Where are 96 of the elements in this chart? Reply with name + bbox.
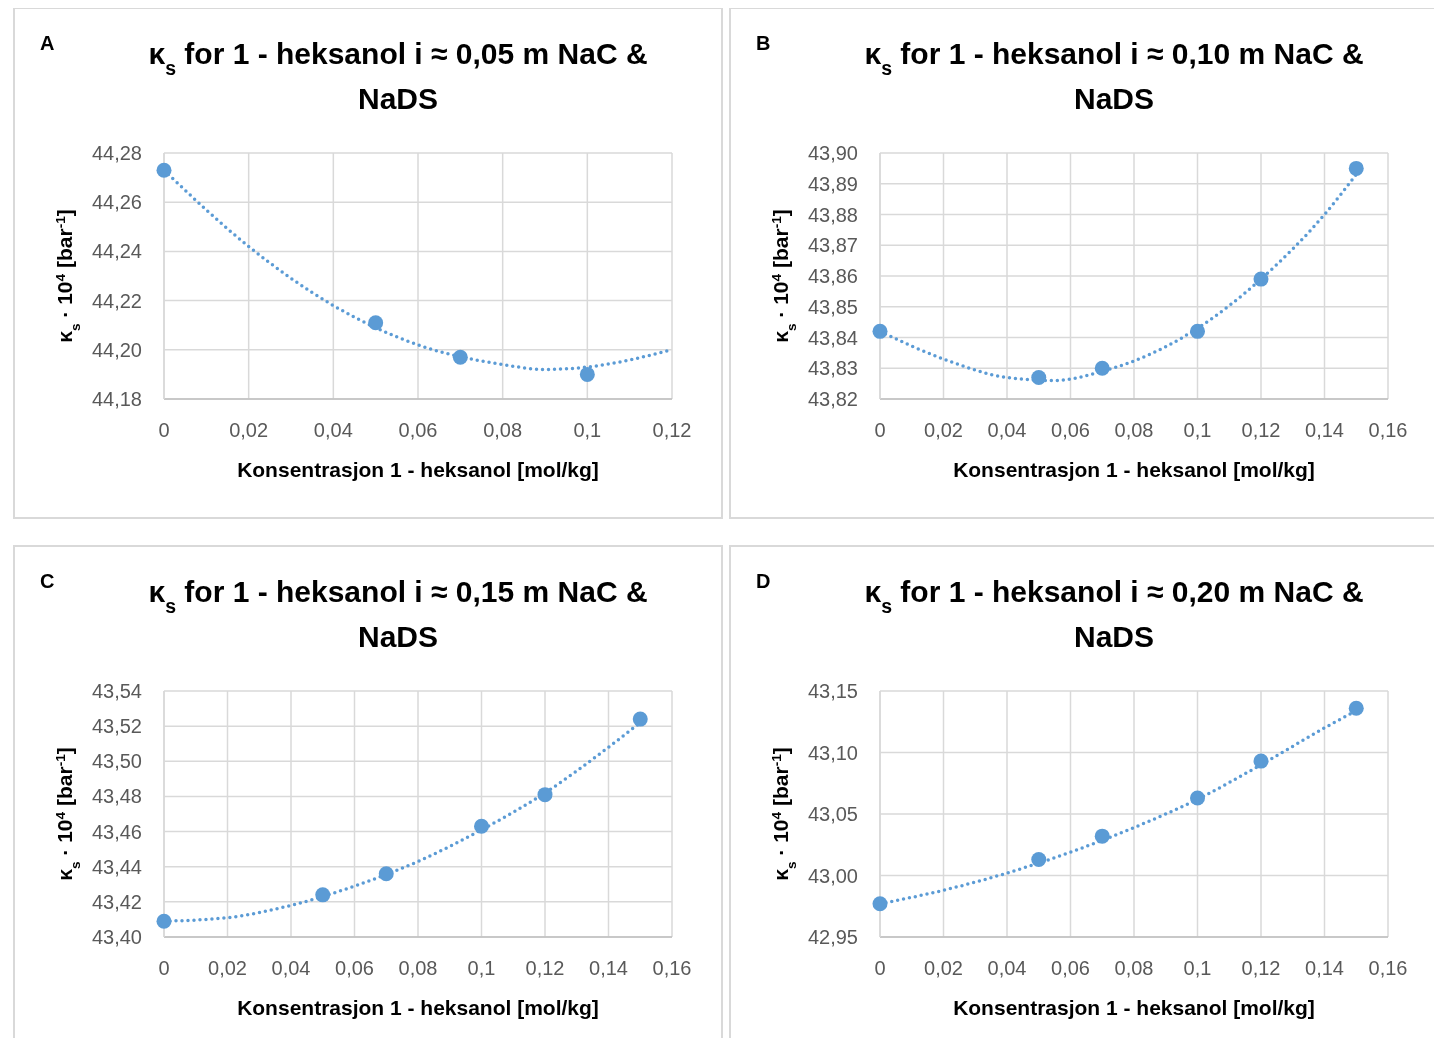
y-tick-label: 43,84	[807, 326, 858, 349]
y-tick-label: 43,85	[807, 295, 858, 318]
y-tick-label: 43,89	[807, 172, 858, 195]
x-tick-label: 0,02	[924, 419, 963, 441]
y-tick-label: 43,10	[807, 741, 858, 764]
x-tick-label: 0	[158, 419, 170, 441]
x-axis-title: Konsentrasjon 1 - heksanol [mol/kg]	[237, 458, 599, 481]
y-tick-label: 43,87	[807, 234, 858, 257]
x-tick-label: 0,04	[271, 957, 311, 979]
x-axis-title: Konsentrasjon 1 - heksanol [mol/kg]	[953, 458, 1315, 481]
x-tick-label: 0,04	[987, 419, 1027, 441]
x-tick-label: 0,16	[1368, 957, 1408, 979]
y-tick-label: 43,48	[91, 785, 142, 808]
y-tick-label: 44,22	[91, 289, 142, 312]
x-tick-label: 0,02	[229, 419, 269, 441]
x-tick-label: 0,06	[335, 957, 374, 979]
x-tick-label: 0,1	[1183, 957, 1212, 979]
x-tick-label: 0,08	[483, 419, 523, 441]
x-tick-label: 0,12	[652, 419, 692, 441]
y-tick-label: 43,54	[91, 680, 142, 702]
x-tick-label: 0	[874, 419, 886, 441]
y-tick-label: 43,44	[91, 855, 142, 878]
x-tick-label: 0,1	[573, 419, 602, 441]
point	[368, 315, 384, 331]
text: D	[756, 570, 771, 592]
x-tick-label: 0,08	[1114, 957, 1154, 979]
x-tick-label: 0,06	[1051, 419, 1090, 441]
point	[378, 866, 394, 882]
point	[632, 711, 648, 727]
chart-title: κ$_{s}$ for 1 - heksanol i ≈ 0,05 m NaC & NaDS	[148, 37, 648, 115]
point	[474, 818, 489, 834]
y-tick-label: 44,26	[91, 191, 142, 214]
y-tick-label: 43,86	[807, 265, 858, 287]
point	[1094, 828, 1110, 844]
point	[452, 349, 468, 365]
y-tick-label: 44,24	[91, 240, 142, 263]
x-tick-label: 0,06	[398, 419, 438, 441]
y-tick-label: 44,20	[91, 338, 142, 361]
x-tick-label: 0,06	[1051, 957, 1090, 979]
point	[156, 913, 172, 929]
point	[872, 896, 888, 912]
y-tick-label: 43,46	[91, 820, 142, 843]
y-tick-label: 43,50	[91, 750, 142, 773]
x-tick-label: 0,12	[1241, 419, 1281, 441]
y-tick-label: 43,82	[807, 388, 858, 410]
point	[1348, 700, 1364, 716]
y-tick-label: 43,88	[807, 203, 858, 226]
x-tick-label: 0,04	[987, 957, 1027, 979]
x-tick-label: 0,1	[467, 957, 496, 979]
y-tick-label: 44,18	[91, 388, 142, 410]
y-tick-label: 43,83	[807, 357, 858, 380]
text: B	[756, 32, 771, 54]
point	[1031, 852, 1047, 868]
y-tick-label: 42,95	[807, 926, 858, 948]
y-tick-label: 43,05	[807, 803, 858, 825]
chart-title: κ$_{s}$ for 1 - heksanol i ≈ 0,15 m NaC & NaDS	[148, 575, 648, 653]
x-tick-label: 0,12	[1241, 957, 1281, 979]
point	[1094, 360, 1110, 376]
point	[1031, 369, 1047, 385]
point	[1253, 753, 1269, 769]
chart-title: κ$_{s}$ for 1 - heksanol i ≈ 0,10 m NaC & NaDS	[864, 37, 1364, 115]
point	[1253, 271, 1269, 287]
x-tick-label: 0,1	[1183, 419, 1212, 441]
x-tick-label: 0,02	[208, 957, 247, 979]
x-tick-label: 0,08	[398, 957, 438, 979]
y-tick-label: 44,28	[91, 142, 142, 164]
chart-title: κ$_{s}$ for 1 - heksanol i ≈ 0,20 m NaC & NaDS	[864, 575, 1364, 653]
point	[872, 323, 888, 339]
point	[579, 366, 595, 382]
x-tick-label: 0,14	[1305, 419, 1344, 441]
x-tick-label: 0,02	[924, 957, 963, 979]
y-tick-label: 43,15	[807, 680, 858, 702]
point	[156, 162, 172, 178]
y-tick-label: 43,90	[807, 142, 858, 164]
point	[315, 887, 331, 903]
y-tick-label: 43,40	[91, 926, 142, 948]
text: A	[40, 32, 55, 54]
x-tick-label: 0,14	[589, 957, 628, 979]
y-tick-label: 43,52	[91, 715, 142, 738]
x-tick-label: 0	[158, 957, 170, 979]
x-tick-label: 0,16	[1368, 419, 1408, 441]
point	[1190, 790, 1205, 806]
point	[1190, 323, 1205, 339]
x-tick-label: 0	[874, 957, 886, 979]
y-tick-label: 43,42	[91, 890, 142, 913]
x-tick-label: 0,14	[1305, 957, 1344, 979]
point	[1348, 160, 1364, 176]
x-tick-label: 0,08	[1114, 419, 1154, 441]
x-tick-label: 0,16	[652, 957, 692, 979]
text: C	[40, 570, 55, 592]
x-tick-label: 0,04	[313, 419, 353, 441]
y-tick-label: 43,00	[807, 864, 858, 887]
x-axis-title: Konsentrasjon 1 - heksanol [mol/kg]	[237, 996, 599, 1019]
x-axis-title: Konsentrasjon 1 - heksanol [mol/kg]	[953, 996, 1315, 1019]
x-tick-label: 0,12	[525, 957, 565, 979]
point	[537, 787, 553, 803]
